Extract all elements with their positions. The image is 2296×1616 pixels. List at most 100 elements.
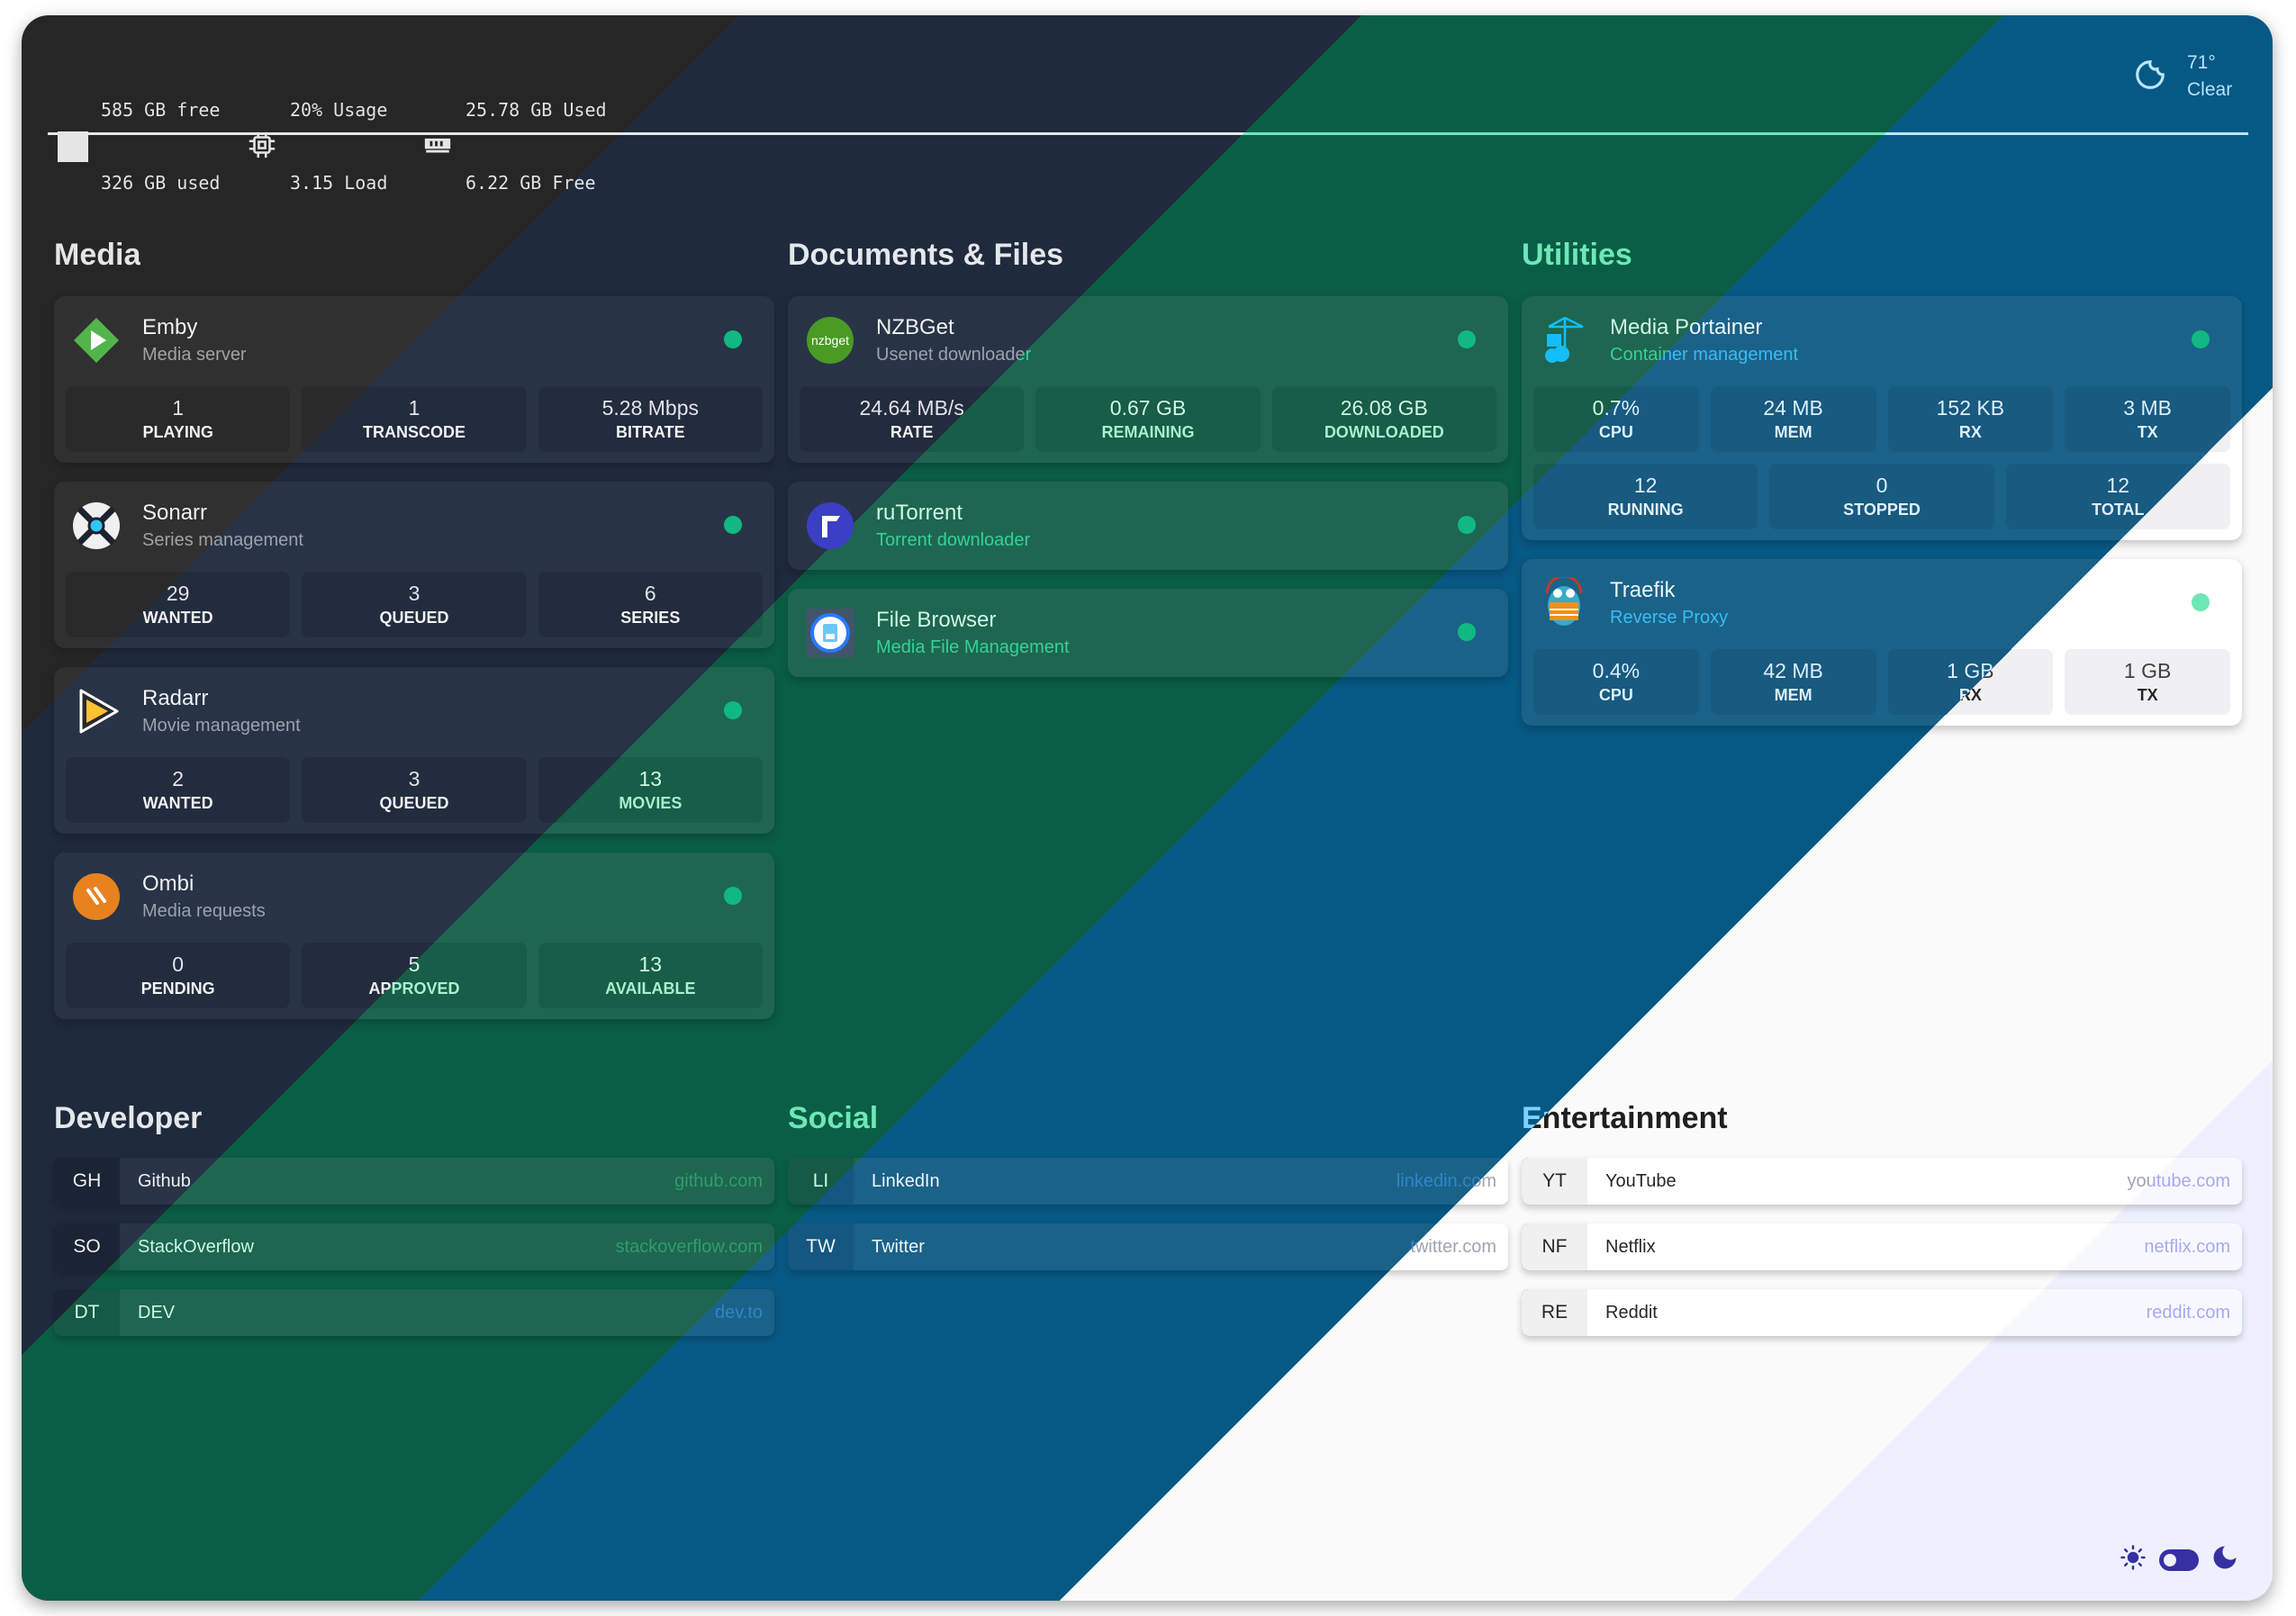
bookmark-twitter[interactable]: TW Twitter twitter.com	[788, 1223, 1508, 1270]
bookmark-name: Github	[138, 1171, 191, 1191]
stat-label: RX	[1959, 420, 1982, 444]
bookmark-abbreviation: SO	[54, 1223, 120, 1270]
bookmark-url[interactable]: reddit.com	[2146, 1303, 2230, 1323]
stat-tx: 1 GB TX	[2065, 649, 2230, 715]
stat-value: 3	[408, 581, 420, 605]
stat-value: 1 GB	[1947, 658, 1994, 682]
stat-value: 42 MB	[1763, 658, 1823, 682]
service-card-rutorrent[interactable]: ruTorrent Torrent downloader	[788, 482, 1508, 570]
bookmark-url[interactable]: youtube.com	[2127, 1171, 2230, 1191]
service-card-nzbget[interactable]: nzbget NZBGet Usenet downloader 24.64 MB/s R…	[788, 296, 1508, 463]
memory-stat-text: 25.78 GB Used 6.22 GB Free	[466, 50, 607, 244]
service-card-emby[interactable]: Emby Media server 1 PLAYING 1 TRANSCODE 5.28 M…	[54, 296, 774, 463]
stat-total: 12 TOTAL	[2005, 464, 2230, 529]
stat-value: 12	[2106, 473, 2130, 497]
service-name: ruTorrent	[876, 501, 963, 525]
theme-toggle-switch[interactable]	[2159, 1548, 2199, 1571]
nzbget-logo-text: nzbget	[811, 333, 849, 348]
stat-value: 3 MB	[2123, 395, 2172, 420]
weather-condition: Clear	[2187, 77, 2232, 104]
bookmark-reddit[interactable]: RE Reddit reddit.com	[1522, 1289, 2242, 1336]
bookmark-abbreviation-text: YT	[1542, 1170, 1567, 1191]
stat-cpu: 0.4% CPU	[1533, 649, 1699, 715]
stat-playing: 1 PLAYING	[66, 386, 291, 452]
bookmark-url[interactable]: linkedin.com	[1396, 1171, 1496, 1191]
stat-value: 3	[408, 766, 420, 790]
stat-value: 1	[172, 395, 185, 420]
stat-bitrate: 5.28 Mbps BITRATE	[538, 386, 763, 452]
ombi-logo-icon	[70, 871, 122, 923]
stat-available: 13 AVAILABLE	[538, 943, 763, 1008]
status-indicator	[724, 330, 742, 348]
service-description: Series management	[142, 530, 303, 550]
traefik-logo-icon	[1538, 577, 1590, 629]
service-card-traefik[interactable]: Traefik Reverse Proxy 0.4% CPU 42 MB MEM 1 GB R…	[1522, 559, 2242, 726]
disk-stat: 585 GB free 326 GB used	[58, 50, 220, 244]
status-indicator	[1458, 516, 1476, 534]
service-card-radarr[interactable]: Radarr Movie management 2 WANTED 3 QUEUED 13 MO…	[54, 667, 774, 834]
service-card-ombi[interactable]: Ombi Media requests 0 PENDING 5 APPROVED 13 AVA…	[54, 853, 774, 1019]
memory-icon	[422, 130, 453, 165]
bookmark-dev[interactable]: DT DEV dev.to	[54, 1289, 774, 1336]
bookmark-youtube[interactable]: YT YouTube youtube.com	[1522, 1158, 2242, 1205]
stats-row: 29 WANTED 3 QUEUED 6 SERIES	[66, 572, 763, 637]
service-name: Radarr	[142, 686, 209, 710]
bookmark-name: Netflix	[1605, 1237, 1656, 1257]
bookmark-linkedin[interactable]: LI LinkedIn linkedin.com	[788, 1158, 1508, 1205]
bookmark-netflix[interactable]: NF Netflix netflix.com	[1522, 1223, 2242, 1270]
service-card-filebrowser[interactable]: File Browser Media File Management	[788, 589, 1508, 677]
stat-label: RATE	[890, 420, 934, 444]
bookmark-url[interactable]: netflix.com	[2144, 1237, 2230, 1257]
moon-icon[interactable]	[2211, 1544, 2238, 1575]
bookmark-url[interactable]: stackoverflow.com	[615, 1237, 763, 1257]
sun-icon[interactable]	[2120, 1544, 2147, 1575]
service-name: NZBGet	[876, 315, 954, 339]
stats-row: 0 PENDING 5 APPROVED 13 AVAILABLE	[66, 943, 763, 1008]
stat-value: 0.7%	[1592, 395, 1641, 420]
toggle-knob	[2164, 1553, 2176, 1566]
bookmark-name: YouTube	[1605, 1171, 1677, 1191]
sonarr-logo-icon	[70, 500, 122, 552]
stat-value: 1	[408, 395, 420, 420]
service-description: Media server	[142, 345, 247, 365]
stat-label: TOTAL	[2092, 498, 2144, 521]
status-indicator	[724, 887, 742, 905]
bookmark-url[interactable]: github.com	[674, 1171, 763, 1191]
bookmark-stackoverflow[interactable]: SO StackOverflow stackoverflow.com	[54, 1223, 774, 1270]
stat-label: PLAYING	[142, 420, 212, 444]
rutorrent-logo-icon	[804, 500, 856, 552]
service-description: Reverse Proxy	[1610, 608, 1729, 627]
bookmark-url[interactable]: dev.to	[715, 1303, 763, 1323]
stat-queued: 3 QUEUED	[302, 757, 527, 823]
cpu-load: 3.15 Load	[290, 172, 388, 194]
stat-value: 24 MB	[1763, 395, 1823, 420]
service-description: Movie management	[142, 716, 301, 736]
bookmark-abbreviation: DT	[54, 1289, 120, 1336]
bookmark-github[interactable]: GH Github github.com	[54, 1158, 774, 1205]
service-card-portainer[interactable]: Media Portainer Container management 0.7% C…	[1522, 296, 2242, 540]
bookmark-url[interactable]: twitter.com	[1410, 1237, 1496, 1257]
stat-wanted: 29 WANTED	[66, 572, 291, 637]
stat-value: 1 GB	[2123, 658, 2172, 682]
stat-label: RUNNING	[1608, 498, 1684, 521]
stat-label: CPU	[1599, 683, 1633, 707]
weather-temperature: 71°	[2187, 50, 2232, 77]
disk-stat-text: 585 GB free 326 GB used	[101, 50, 220, 244]
service-description: Torrent downloader	[876, 530, 1031, 550]
service-card-sonarr[interactable]: Sonarr Series management 29 WANTED 3 QUEUED 6 S…	[54, 482, 774, 648]
service-name: Traefik	[1610, 578, 1676, 602]
memory-stat: 25.78 GB Used 6.22 GB Free	[422, 50, 607, 244]
stat-label: CPU	[1599, 420, 1633, 444]
service-name: File Browser	[876, 608, 997, 632]
stat-tx: 3 MB TX	[2065, 386, 2230, 452]
stat-transcode: 1 TRANSCODE	[302, 386, 527, 452]
bookmark-group-heading: Developer	[54, 1101, 203, 1135]
bookmark-abbreviation-text: DT	[74, 1302, 100, 1323]
stat-value: 12	[1633, 473, 1658, 497]
section-heading: Utilities	[1522, 238, 1632, 272]
service-description: Media File Management	[876, 637, 1070, 657]
bookmark-abbreviation-text: TW	[806, 1236, 836, 1257]
portainer-logo-icon	[1538, 314, 1590, 366]
stat-value: 26.08 GB	[1340, 395, 1428, 420]
stat-label: QUEUED	[379, 606, 448, 629]
